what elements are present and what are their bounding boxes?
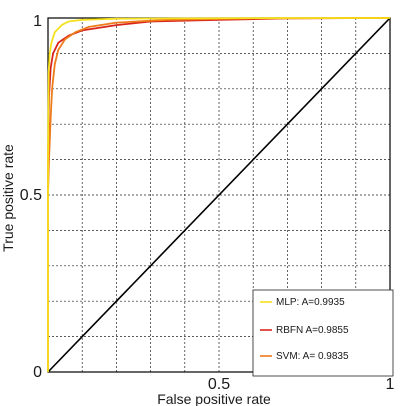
y-tick-label: 0 [33,364,42,381]
x-axis-label: False positive rate [157,391,271,406]
mlp-roc-line [47,17,390,372]
legend-box [252,289,394,377]
diagonal-chance-line [47,17,391,373]
series-lines [47,17,391,373]
legend-label-mlp: MLP: A=0.9935 [276,297,345,308]
x-tick-label: 0.5 [208,376,230,393]
tick-labels: 0.5 1 0 0.5 1 [20,13,395,393]
legend: MLP: A=0.9935 RBFN A=0.9855 SVM: A= 0.98… [252,289,394,377]
legend-label-svm: SVM: A= 0.9835 [276,351,349,362]
y-tick-label: 1 [33,13,42,30]
x-tick-label: 1 [386,376,395,393]
svm-roc-line [47,17,391,372]
legend-label-rbfn: RBFN A=0.9855 [276,325,349,336]
y-axis-label: True positive rate [0,144,16,252]
y-tick-label: 0.5 [20,187,42,204]
